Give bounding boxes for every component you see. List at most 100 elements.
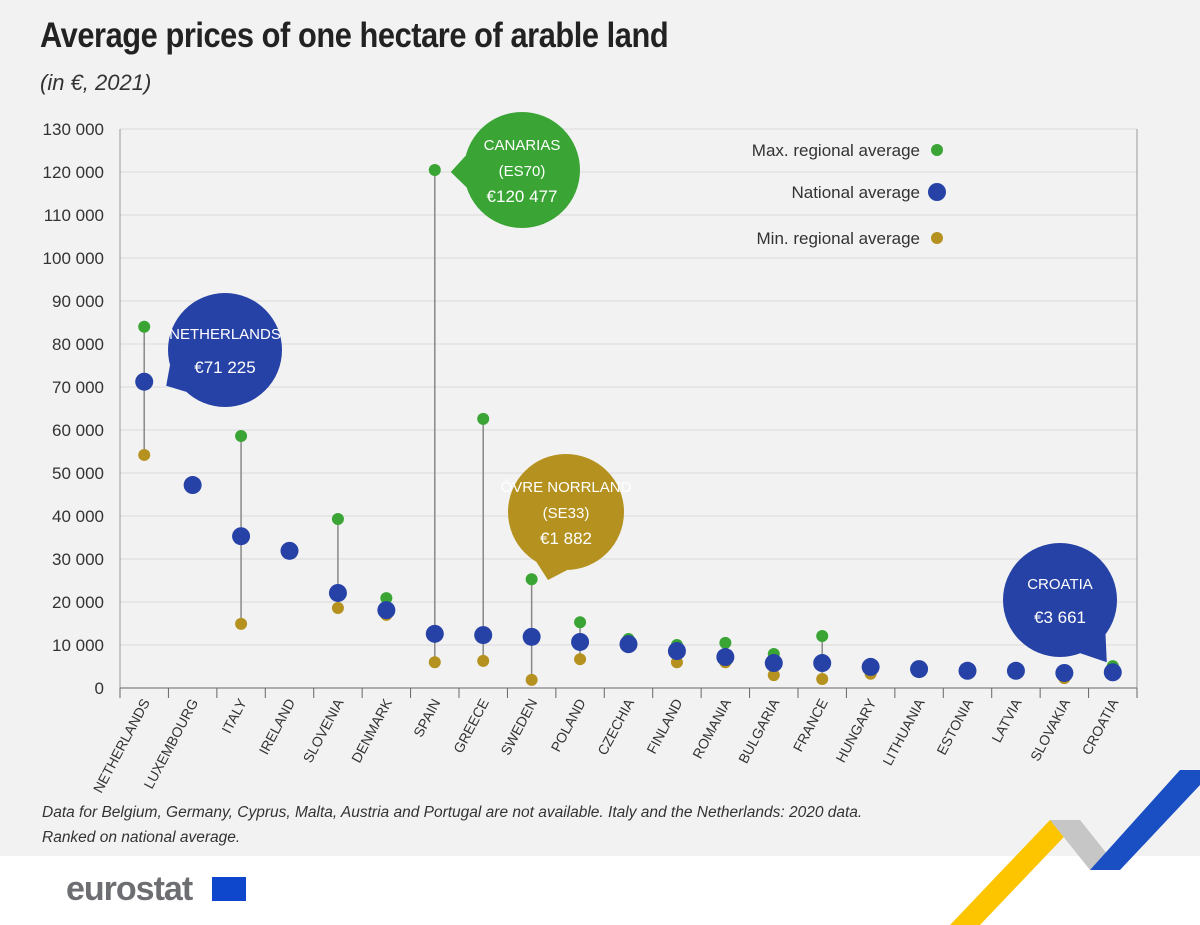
national-point: [958, 661, 977, 680]
x-tick-label: IRELAND: [256, 696, 299, 757]
x-tick-label: CROATIA: [1079, 695, 1122, 757]
legend-marker: [928, 183, 946, 201]
min-point: [525, 673, 538, 686]
legend-label: Max. regional average: [752, 141, 920, 160]
y-tick-label: 20 000: [52, 593, 104, 612]
x-tick-label: SWEDEN: [497, 696, 540, 758]
national-point: [425, 624, 444, 643]
callout-bubble: [464, 112, 580, 228]
max-point: [816, 629, 829, 642]
min-point: [767, 669, 780, 682]
min-point: [235, 617, 248, 630]
callout-text: (ES70): [499, 163, 546, 180]
national-point: [232, 527, 251, 546]
callout-text: €71 225: [194, 358, 255, 377]
x-tick-label: ROMANIA: [689, 695, 734, 761]
x-tick-label: DENMARK: [348, 695, 395, 765]
max-point: [380, 592, 393, 605]
eurostat-logo: eurostat: [66, 870, 193, 908]
callout-text: ÖVRE NORRLAND: [501, 478, 632, 496]
min-point: [138, 448, 151, 461]
x-tick-label: BULGARIA: [735, 695, 783, 766]
legend-marker: [931, 144, 943, 156]
national-point: [1006, 661, 1025, 680]
x-tick-label: LITHUANIA: [879, 695, 928, 768]
max-point: [719, 636, 732, 649]
x-tick-label: SPAIN: [410, 696, 443, 740]
national-point: [861, 657, 880, 676]
x-tick-label: POLAND: [548, 696, 589, 754]
national-point: [377, 601, 396, 620]
national-point: [667, 642, 686, 661]
max-point: [428, 163, 441, 176]
x-tick-label: HUNGARY: [832, 695, 879, 765]
callout-text: €120 477: [487, 187, 558, 206]
max-point: [477, 412, 490, 425]
min-point: [331, 602, 344, 615]
national-point: [716, 648, 735, 667]
callout-text: €1 882: [540, 529, 592, 548]
min-point: [477, 654, 490, 667]
callout-pointer: [1080, 634, 1107, 663]
max-point: [138, 320, 151, 333]
eu-flag-icon: [212, 877, 246, 901]
callout-text: (SE33): [543, 505, 590, 522]
national-point: [183, 476, 202, 495]
chart-subtitle: (in €, 2021): [40, 70, 152, 95]
y-tick-label: 50 000: [52, 464, 104, 483]
national-point: [813, 654, 832, 673]
x-tick-label: GREECE: [450, 696, 492, 756]
x-tick-label: SLOVENIA: [300, 695, 347, 765]
national-point: [764, 654, 783, 673]
background: [0, 0, 1200, 856]
max-point: [235, 430, 248, 443]
national-point: [474, 626, 493, 645]
national-point: [280, 541, 299, 560]
x-tick-label: LUXEMBOURG: [140, 696, 201, 791]
chart-title: Average prices of one hectare of arable …: [40, 16, 669, 55]
footnote: Data for Belgium, Germany, Cyprus, Malta…: [42, 800, 862, 850]
y-tick-label: 80 000: [52, 335, 104, 354]
max-point: [525, 573, 538, 586]
y-tick-label: 10 000: [52, 636, 104, 655]
x-tick-label: SLOVAKIA: [1027, 695, 1073, 763]
callout-bubble: [168, 293, 282, 407]
national-point: [619, 635, 638, 654]
legend-marker: [931, 232, 943, 244]
callout-pointer: [536, 561, 568, 580]
x-tick-label: ESTONIA: [933, 695, 976, 757]
x-tick-label: FRANCE: [790, 696, 831, 754]
callout-text: NETHERLANDS: [169, 326, 281, 343]
y-tick-label: 0: [95, 679, 104, 698]
x-tick-label: FINLAND: [643, 696, 685, 756]
y-tick-label: 120 000: [43, 163, 104, 182]
x-tick-label: ITALY: [218, 695, 250, 736]
national-point: [910, 660, 929, 679]
callout-text: CROATIA: [1027, 576, 1093, 593]
x-tick-label: LATVIA: [988, 695, 1025, 745]
y-tick-label: 60 000: [52, 421, 104, 440]
national-point: [571, 632, 590, 651]
callout-text: CANARIAS: [484, 137, 561, 154]
y-tick-label: 30 000: [52, 550, 104, 569]
y-tick-label: 70 000: [52, 378, 104, 397]
footnote-line: Data for Belgium, Germany, Cyprus, Malta…: [42, 804, 863, 821]
national-point: [328, 583, 347, 602]
min-point: [816, 672, 829, 685]
min-point: [428, 656, 441, 669]
legend-label: Min. regional average: [757, 229, 920, 248]
y-tick-label: 90 000: [52, 292, 104, 311]
max-point: [331, 513, 344, 526]
min-point: [574, 653, 587, 666]
chart: 0 10 000 20 000 30 000 40 000 50 000 60 000 70 …: [43, 112, 1138, 795]
y-tick-label: 130 000: [43, 120, 104, 139]
y-tick-label: 40 000: [52, 507, 104, 526]
callout-pointer: [450, 155, 467, 188]
callout-bubble: [508, 454, 624, 570]
legend-label: National average: [791, 183, 920, 202]
max-point: [574, 616, 587, 629]
national-point: [1103, 663, 1122, 682]
footnote-line: Ranked on national average.: [42, 829, 241, 846]
x-tick-label: CZECHIA: [594, 695, 637, 757]
y-tick-label: 110 000: [44, 206, 104, 225]
